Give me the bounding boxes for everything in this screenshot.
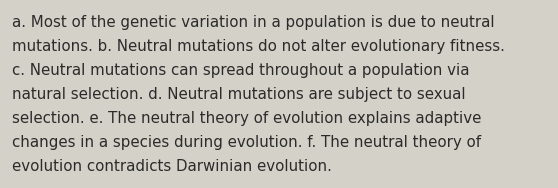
Text: changes in a species during evolution. f. The neutral theory of: changes in a species during evolution. f…: [12, 135, 482, 150]
Text: selection. e. The neutral theory of evolution explains adaptive: selection. e. The neutral theory of evol…: [12, 111, 482, 126]
Text: evolution contradicts Darwinian evolution.: evolution contradicts Darwinian evolutio…: [12, 159, 332, 174]
Text: c. Neutral mutations can spread throughout a population via: c. Neutral mutations can spread througho…: [12, 63, 470, 78]
Text: a. Most of the genetic variation in a population is due to neutral: a. Most of the genetic variation in a po…: [12, 15, 495, 30]
Text: mutations. b. Neutral mutations do not alter evolutionary fitness.: mutations. b. Neutral mutations do not a…: [12, 39, 505, 54]
Text: natural selection. d. Neutral mutations are subject to sexual: natural selection. d. Neutral mutations …: [12, 87, 466, 102]
